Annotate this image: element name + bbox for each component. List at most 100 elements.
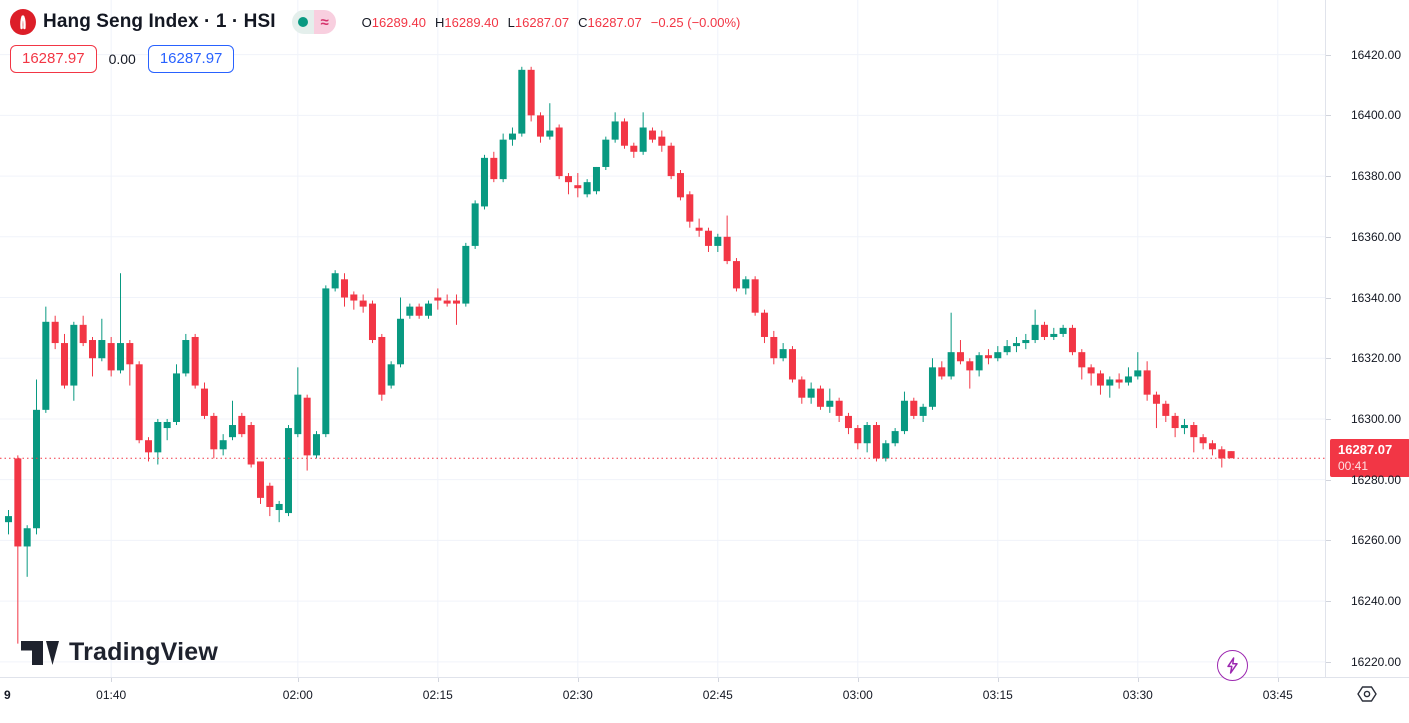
candle-body xyxy=(863,425,871,444)
candle-body xyxy=(266,485,274,507)
candle-body xyxy=(919,406,927,416)
candle-body xyxy=(555,127,563,177)
bar-countdown: 00:41 xyxy=(1338,459,1369,474)
time-tick-mark xyxy=(997,678,999,682)
candle-body xyxy=(144,440,152,453)
ohlc-pair: C16287.07 xyxy=(578,14,642,30)
symbol-title[interactable]: Hang Seng Index · 1 · HSI xyxy=(43,11,276,32)
candle-body xyxy=(200,388,208,416)
tradingview-watermark: TradingView xyxy=(20,638,218,667)
candle-body xyxy=(620,121,628,146)
candlestick-chart[interactable] xyxy=(0,0,1325,677)
candle-body xyxy=(648,130,656,140)
candle-body xyxy=(32,409,40,529)
candle-body xyxy=(835,400,843,416)
price-tick-mark xyxy=(1326,540,1331,542)
candle-body xyxy=(1134,370,1142,377)
candle-body xyxy=(872,425,880,459)
candle-body xyxy=(303,397,311,456)
candle-body xyxy=(1096,373,1104,386)
candle-body xyxy=(602,139,610,167)
candle-body xyxy=(424,303,432,316)
candle-body xyxy=(1087,367,1095,374)
candle-body xyxy=(798,379,806,398)
price-tick-label: 16220.00 xyxy=(1350,654,1401,669)
candle-body xyxy=(51,321,59,344)
candle-body xyxy=(182,340,190,374)
candle-body xyxy=(1003,346,1011,353)
price-axis[interactable]: 16287.07 00:41 16420.00 16400.00 16380.00 1… xyxy=(1325,0,1409,677)
scale-settings-corner[interactable] xyxy=(1325,677,1409,723)
candle-body xyxy=(126,343,134,365)
candle-body xyxy=(928,367,936,407)
time-tick-label: 01:40 xyxy=(96,688,127,702)
candle-body xyxy=(947,352,955,377)
candle-body xyxy=(564,176,572,183)
price-tick-mark xyxy=(1326,176,1331,178)
ohlc-pair: H16289.40 xyxy=(435,14,499,30)
candle-body xyxy=(1022,340,1030,344)
candle-body xyxy=(984,355,992,359)
lightning-bolt-icon xyxy=(1227,657,1238,674)
sell-price-button[interactable]: 16287.97 xyxy=(10,45,97,73)
price-change: −0.25 (−0.00%) xyxy=(650,14,741,30)
candle-body xyxy=(1171,415,1179,429)
price-tick-label: 16400.00 xyxy=(1350,108,1401,123)
candle-body xyxy=(387,364,395,386)
candle-body xyxy=(172,373,180,422)
time-tick-label: 02:30 xyxy=(562,688,593,702)
candle-body xyxy=(98,340,106,359)
tradingview-logo-icon xyxy=(21,641,59,665)
time-tick-mark xyxy=(717,678,719,682)
candle-body xyxy=(228,425,236,438)
candle-body xyxy=(630,145,638,152)
ohlc-pair: L16287.07 xyxy=(507,14,570,30)
candle-body xyxy=(527,69,535,116)
candle-body xyxy=(1012,343,1020,347)
candle-body xyxy=(60,343,68,386)
candle-body xyxy=(686,194,694,222)
hexagon-settings-icon xyxy=(1357,686,1377,702)
candle-body xyxy=(1227,451,1235,459)
price-tick-label: 16420.00 xyxy=(1350,47,1401,62)
candle-body xyxy=(1152,394,1160,404)
price-tick-label: 16340.00 xyxy=(1350,290,1401,305)
candle-body xyxy=(770,336,778,359)
chart-canvas[interactable] xyxy=(0,0,1325,677)
candle-body xyxy=(331,273,339,289)
candle-body xyxy=(1162,403,1170,416)
candle-body xyxy=(994,352,1002,359)
candle-body xyxy=(639,127,647,152)
candle-body xyxy=(499,139,507,180)
price-tick-mark xyxy=(1326,54,1331,56)
time-axis[interactable]: 9 01:40 02:00 02:15 02:30 02:45 03:00 03:15 03:… xyxy=(0,677,1409,723)
price-tick-label: 16380.00 xyxy=(1350,169,1401,184)
price-tick-mark xyxy=(1326,358,1331,360)
candle-body xyxy=(284,428,292,514)
candle-body xyxy=(891,431,899,444)
candle-body xyxy=(854,428,862,444)
candle-body xyxy=(1199,437,1207,444)
candle-body xyxy=(443,300,451,304)
market-open-dot-icon xyxy=(291,10,314,34)
time-tick-mark xyxy=(577,678,579,682)
candle-body xyxy=(592,166,600,192)
candle-body xyxy=(1059,327,1067,334)
chart-legend: Hang Seng Index · 1 · HSI ≈ O16289.40 H16… xyxy=(10,8,740,73)
candle-body xyxy=(676,173,684,198)
candle-body xyxy=(910,400,918,416)
candle-body xyxy=(434,297,442,301)
instant-order-bolt-button[interactable] xyxy=(1217,650,1248,681)
price-tick-mark xyxy=(1326,661,1331,663)
price-tick-label: 16280.00 xyxy=(1350,472,1401,487)
candle-body xyxy=(658,136,666,146)
buy-price-button[interactable]: 16287.97 xyxy=(147,45,235,73)
candle-body xyxy=(340,279,348,298)
time-tick-label: 03:15 xyxy=(982,688,1013,702)
time-tick-label: 03:45 xyxy=(1262,688,1293,702)
price-tick-mark xyxy=(1326,418,1331,420)
market-status-pill[interactable]: ≈ xyxy=(291,10,336,34)
candle-body xyxy=(611,121,619,140)
candle-body xyxy=(5,516,12,523)
candle-body xyxy=(14,458,22,547)
